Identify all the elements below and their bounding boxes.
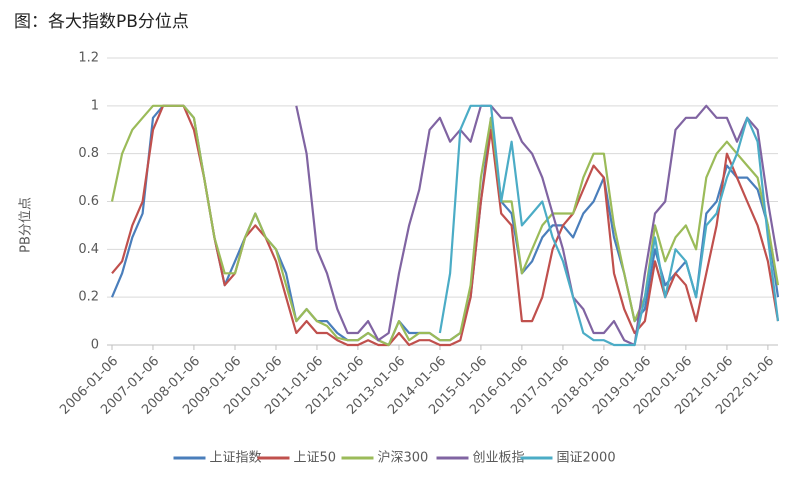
y-tick-label: 1 (91, 98, 99, 113)
legend-label: 上证50 (294, 451, 337, 466)
series-line (110, 104, 780, 347)
legend-label: 上证指数 (210, 451, 262, 466)
legend-label: 沪深300 (378, 450, 429, 466)
y-tick-label: 0 (91, 338, 99, 353)
y-axis-label: PB分位点 (19, 197, 34, 253)
y-tick-label: 0.8 (78, 146, 99, 161)
legend-label: 创业板指 (473, 451, 525, 466)
legend-label: 国证2000 (557, 451, 616, 466)
y-tick-label: 0.2 (78, 290, 99, 305)
y-tick-label: 0.6 (78, 194, 99, 209)
y-tick-label: 0.4 (78, 242, 99, 257)
series-line (295, 104, 780, 347)
y-tick-label: 1.2 (78, 51, 99, 66)
chart-title: 图：各大指数PB分位点 (14, 12, 189, 32)
series-line (438, 104, 780, 347)
